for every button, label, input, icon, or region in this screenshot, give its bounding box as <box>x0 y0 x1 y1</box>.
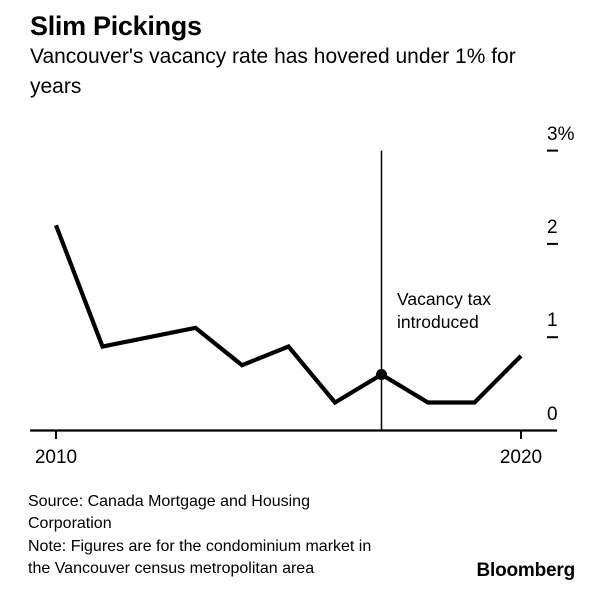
line-series <box>54 224 523 406</box>
chart-subtitle: Vancouver's vacancy rate has hovered und… <box>30 45 516 98</box>
source-note-block: Source: Canada Mortgage and Housing Corp… <box>28 491 383 580</box>
event-annotation-label: Vacancy tax introduced <box>397 289 492 332</box>
y-tick-label: 2 <box>547 216 558 238</box>
x-tick-label: 2010 <box>34 447 78 468</box>
bloomberg-logo: Bloomberg <box>476 560 576 581</box>
x-tick-label: 2020 <box>499 447 543 468</box>
chart-title: Slim Pickings <box>30 11 202 41</box>
y-tick-label: 0 <box>547 403 558 425</box>
note-line: Note: Figures are for the condominium ma… <box>28 537 372 577</box>
marker-dot <box>376 369 387 381</box>
y-tick-label: 1 <box>547 310 558 332</box>
source-line: Source: Canada Mortgage and Housing Corp… <box>28 493 310 533</box>
y-tick-label: 3% <box>547 123 575 145</box>
